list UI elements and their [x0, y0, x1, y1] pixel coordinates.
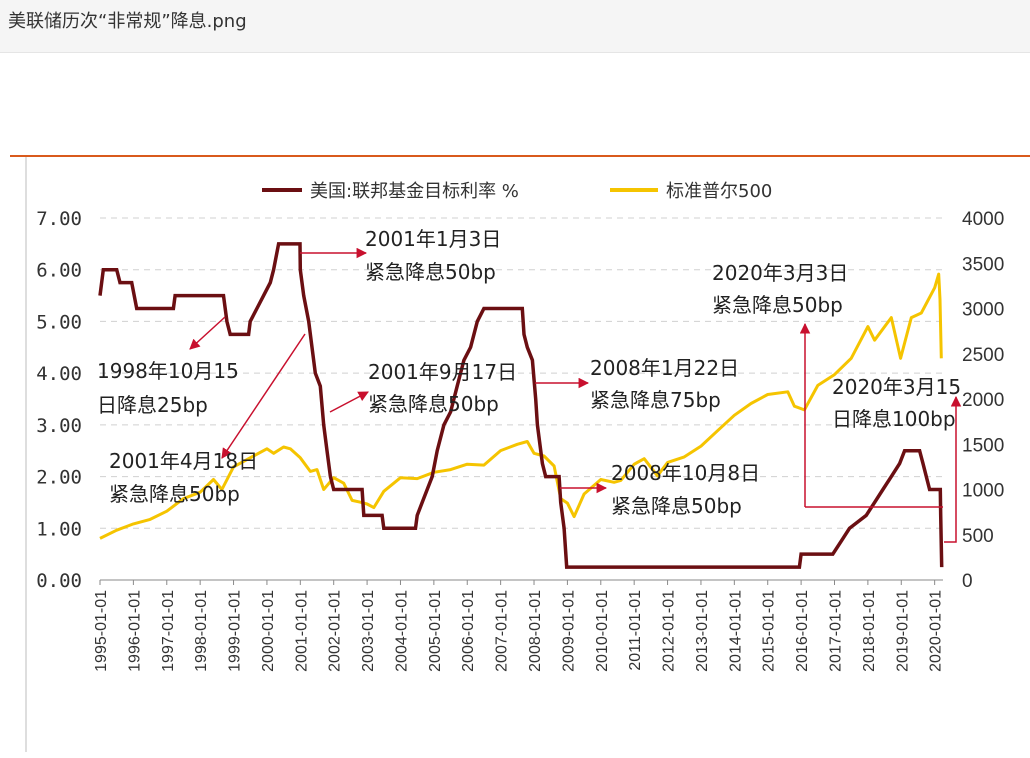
y-left-tick-label: 5.00 [36, 311, 82, 333]
x-tick-label: 2003-01-01 [360, 590, 377, 672]
x-tick-label: 2019-01-01 [894, 590, 911, 672]
y-right-tick-label: 2000 [962, 390, 1004, 411]
x-tick-label: 2011-01-01 [627, 590, 644, 671]
y-left-tick-label: 6.00 [36, 260, 82, 282]
y-left-tick-label: 3.00 [36, 415, 82, 437]
annotation-text: 2020年3月3日 [712, 261, 848, 285]
annotation-text: 1998年10月15 [97, 359, 239, 383]
y-right-tick-label: 1000 [962, 481, 1004, 502]
y-right-tick-label: 3500 [962, 254, 1004, 275]
x-tick-label: 2002-01-01 [327, 590, 344, 672]
y-left-tick-label: 2.00 [36, 467, 82, 489]
annotation-text: 紧急降息50bp [712, 293, 843, 317]
annotation-arrow [189, 316, 226, 350]
x-tick-label: 1999-01-01 [227, 590, 244, 672]
annotation-text: 2001年9月17日 [368, 360, 517, 384]
annotation-text: 紧急降息50bp [109, 482, 240, 506]
y-axis-left: 0.00 1.00 2.00 3.00 4.00 5.00 6.00 7.00 [36, 208, 82, 592]
x-tick-label: 1998-01-01 [193, 590, 210, 672]
legend-label: 美国:联邦基金目标利率 % [310, 181, 519, 202]
x-tick-label: 2001-01-01 [293, 590, 310, 672]
chart-container: 0.00 1.00 2.00 3.00 4.00 5.00 6.00 7.00 0 500 100… [0, 52, 1030, 758]
y-right-tick-label: 1500 [962, 435, 1004, 456]
y-right-tick-label: 3000 [962, 300, 1004, 321]
series-fed-funds-rate [98, 242, 944, 569]
x-tick-label: 2008-01-01 [527, 590, 544, 672]
annotation-arrow [329, 391, 369, 413]
y-right-tick-label: 0 [962, 571, 973, 592]
annotation-text: 紧急降息75bp [590, 388, 721, 412]
annotation-text: 日降息100bp [832, 407, 956, 431]
annotation-arrow [221, 333, 306, 459]
y-axis-right: 0 500 1000 1500 2000 2500 3000 3500 4000 [962, 209, 1004, 592]
x-tick-label: 2004-01-01 [393, 590, 410, 672]
annotation-text: 2001年1月3日 [365, 227, 501, 251]
x-tick-label: 2013-01-01 [694, 590, 711, 672]
legend-label: 标准普尔500 [666, 181, 772, 202]
annotations: 1998年10月15日降息25bp2001年1月3日紧急降息50bp2001年4… [97, 227, 961, 518]
title-bar: 美联储历次“非常规”降息.png [0, 0, 1030, 53]
annotation-text: 日降息25bp [97, 393, 208, 417]
annotation-text: 紧急降息50bp [368, 392, 499, 416]
y-left-tick-label: 7.00 [36, 208, 82, 230]
annotation-text: 紧急降息50bp [611, 494, 742, 518]
annotation-arrows [189, 247, 962, 543]
x-tick-label: 2007-01-01 [494, 590, 511, 672]
x-tick-label: 2006-01-01 [460, 590, 477, 672]
x-tick-label: 2014-01-01 [727, 590, 744, 672]
y-left-tick-label: 0.00 [36, 570, 82, 592]
x-tick-label: 2018-01-01 [861, 590, 878, 672]
y-right-tick-label: 500 [962, 526, 994, 547]
legend: 美国:联邦基金目标利率 % 标准普尔500 [262, 181, 772, 202]
y-left-tick-label: 4.00 [36, 363, 82, 385]
x-tick-label: 1995-01-01 [93, 590, 110, 672]
sp500-line [99, 272, 943, 540]
chart: 0.00 1.00 2.00 3.00 4.00 5.00 6.00 7.00 0 500 100… [10, 155, 1030, 752]
x-tick-label: 2016-01-01 [794, 590, 811, 672]
x-tick-label: 2010-01-01 [594, 590, 611, 672]
y-left-tick-label: 1.00 [36, 518, 82, 540]
annotation-arrow [944, 395, 962, 543]
x-tick-label: 2000-01-01 [260, 590, 277, 672]
window-title: 美联储历次“非常规”降息.png [8, 11, 247, 32]
x-tick-label: 2020-01-01 [928, 590, 945, 672]
fed-funds-rate-line [98, 242, 944, 569]
x-tick-label: 1997-01-01 [160, 590, 177, 672]
x-tick-label: 2012-01-01 [661, 590, 678, 672]
y-right-tick-label: 2500 [962, 345, 1004, 366]
x-tick-label: 2017-01-01 [827, 590, 844, 672]
x-tick-label: 2009-01-01 [560, 590, 577, 672]
annotation-text: 2008年10月8日 [611, 461, 760, 485]
series-sp500 [99, 272, 943, 540]
annotation-text: 紧急降息50bp [365, 260, 496, 284]
x-tick-label: 1996-01-01 [126, 590, 143, 672]
annotation-text: 2001年4月18日 [109, 449, 258, 473]
x-tick-label: 2015-01-01 [761, 590, 778, 672]
x-tick-label: 2005-01-01 [427, 590, 444, 672]
x-axis: 1995-01-01 1996-01-01 1997-01-01 1998-01-01… [93, 579, 945, 672]
annotation-text: 2020年3月15 [832, 375, 961, 399]
y-right-tick-label: 4000 [962, 209, 1004, 230]
annotation-text: 2008年1月22日 [590, 356, 739, 380]
